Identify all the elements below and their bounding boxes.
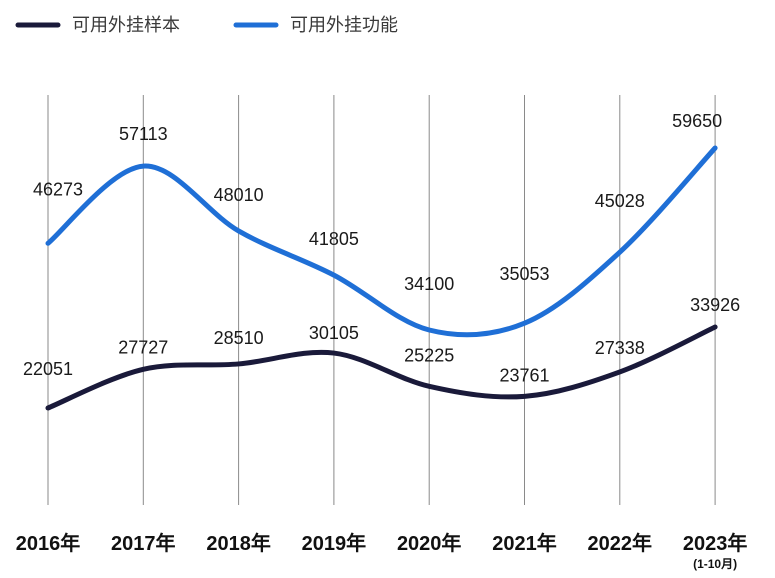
x-tick-label: 2018年	[206, 531, 271, 555]
x-tick-label: 2023年	[683, 531, 748, 555]
data-label: 23761	[499, 365, 549, 385]
data-label: 27727	[118, 337, 168, 357]
x-tick-label: 2022年	[588, 531, 653, 555]
data-label: 46273	[33, 179, 83, 199]
data-label: 41805	[309, 229, 359, 249]
data-labels: 22051 27727 28510 30105 25225 23761 27338 33926…	[23, 111, 740, 385]
x-tick-label: 2016年	[16, 531, 81, 555]
legend-label-0: 可用外挂样本	[72, 15, 180, 36]
x-tick-label: 2020年	[397, 531, 462, 555]
data-label: 22051	[23, 359, 73, 379]
data-label: 48010	[214, 185, 264, 205]
data-label: 57113	[119, 124, 168, 144]
x-tick-label: 2021年	[492, 531, 557, 555]
series-lines	[45, 145, 718, 411]
x-tick-note: (1-10月)	[693, 557, 737, 571]
data-label: 25225	[404, 345, 454, 365]
x-tick-label: 2017年	[111, 531, 176, 555]
series-line-1	[45, 145, 718, 338]
series-line-0	[45, 324, 718, 411]
legend-label-1: 可用外挂功能	[290, 15, 398, 36]
data-label: 35053	[499, 264, 549, 284]
data-label: 45028	[595, 191, 645, 211]
data-label: 59650	[672, 111, 722, 131]
legend: 可用外挂样本 可用外挂功能	[15, 15, 398, 36]
data-label: 28510	[214, 328, 264, 348]
data-label: 33926	[690, 295, 740, 315]
vertical-gridlines	[47, 95, 716, 505]
data-label: 27338	[595, 338, 645, 358]
x-tick-label: 2019年	[302, 531, 367, 555]
x-axis-ticks: 2016年 2017年 2018年 2019年 2020年 2021年 2022年 2023年…	[16, 531, 748, 571]
data-label: 34100	[404, 274, 454, 294]
data-label: 30105	[309, 323, 359, 343]
